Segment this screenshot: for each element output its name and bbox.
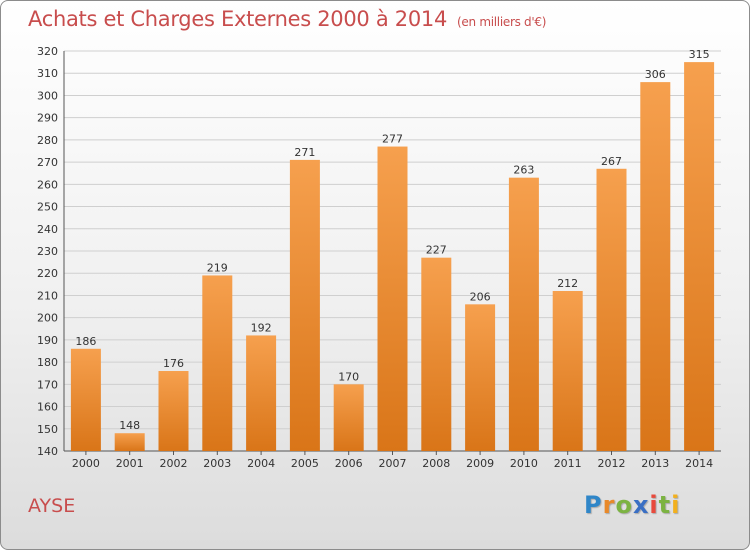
bar	[333, 384, 364, 451]
bar-value-label: 227	[426, 244, 447, 257]
y-tick-label: 230	[37, 245, 58, 258]
bar-value-label: 315	[689, 48, 710, 61]
chart-unit: (en milliers d'€)	[457, 15, 547, 29]
x-tick-label: 2008	[422, 457, 450, 470]
bar-value-label: 306	[645, 68, 666, 81]
commune-name: AYSE	[28, 495, 76, 517]
bar-value-label: 186	[75, 335, 96, 348]
bar-value-label: 148	[119, 419, 140, 432]
axes: 140 150 160 170 180 190 200 210 220 230 240 250 260 2…	[37, 45, 721, 470]
y-tick-label: 300	[37, 89, 58, 102]
x-tick-label: 2006	[335, 457, 363, 470]
bar	[596, 168, 627, 451]
bar-value-label: 271	[294, 146, 315, 159]
proxiti-logo: Proxiti	[584, 491, 681, 519]
y-tick-label: 220	[37, 267, 58, 280]
chart-title: Achats et Charges Externes 2000 à 2014 (e…	[28, 7, 546, 31]
x-tick-label: 2007	[379, 457, 407, 470]
x-tick-label: 2009	[466, 457, 494, 470]
x-tick-label: 2001	[116, 457, 144, 470]
y-tick-label: 210	[37, 289, 58, 302]
bar	[684, 62, 715, 451]
bar-value-label: 263	[513, 164, 534, 177]
bar-value-label: 170	[338, 370, 359, 383]
y-tick-label: 270	[37, 156, 58, 169]
bar-value-label: 176	[163, 357, 184, 370]
x-tick-label: 2012	[598, 457, 626, 470]
y-tick-label: 240	[37, 223, 58, 236]
y-tick-label: 320	[37, 45, 58, 58]
bar-value-label: 206	[470, 290, 491, 303]
bar	[508, 177, 539, 451]
y-tick-label: 160	[37, 401, 58, 414]
bar-value-label: 277	[382, 133, 403, 146]
chart-title-text: Achats et Charges Externes 2000 à 2014	[28, 7, 448, 31]
y-tick-label: 190	[37, 334, 58, 347]
bar	[377, 146, 408, 452]
x-tick-label: 2002	[160, 457, 188, 470]
x-tick-label: 2014	[685, 457, 713, 470]
bar	[465, 304, 496, 451]
bar	[70, 348, 101, 451]
x-tick-label: 2000	[72, 457, 100, 470]
x-tick-label: 2010	[510, 457, 538, 470]
bar	[552, 291, 583, 451]
x-tick-label: 2003	[203, 457, 231, 470]
y-tick-label: 250	[37, 201, 58, 214]
y-tick-label: 180	[37, 356, 58, 369]
y-tick-label: 200	[37, 312, 58, 325]
bar	[640, 82, 671, 451]
y-tick-label: 260	[37, 178, 58, 191]
y-tick-label: 150	[37, 423, 58, 436]
x-tick-label: 2013	[641, 457, 669, 470]
bar	[246, 335, 277, 451]
x-tick-label: 2011	[554, 457, 582, 470]
bar-value-label: 267	[601, 155, 622, 168]
bar-value-label: 212	[557, 277, 578, 290]
bars	[70, 62, 715, 452]
bar	[421, 257, 452, 451]
y-tick-label: 170	[37, 378, 58, 391]
bar	[202, 275, 233, 451]
bar	[289, 159, 320, 451]
x-tick-label: 2004	[247, 457, 275, 470]
x-tick-label: 2005	[291, 457, 319, 470]
bar-value-label: 219	[207, 261, 228, 274]
y-tick-label: 310	[37, 67, 58, 80]
bar	[114, 433, 145, 451]
bar	[158, 371, 189, 451]
y-tick-label: 290	[37, 112, 58, 125]
y-tick-label: 280	[37, 134, 58, 147]
y-tick-label: 140	[37, 445, 58, 458]
data-labels: 186 148 176 219 192 271 170 277 227 206 263 212 267 3…	[75, 48, 709, 432]
bar-value-label: 192	[251, 321, 272, 334]
